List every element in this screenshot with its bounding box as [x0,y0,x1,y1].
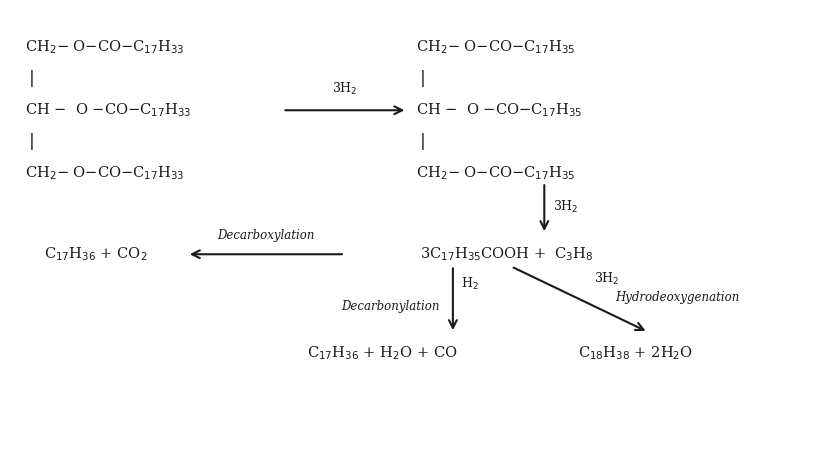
Text: C$_{17}$H$_{36}$ + H$_2$O + CO: C$_{17}$H$_{36}$ + H$_2$O + CO [307,344,458,362]
Text: 3H$_2$: 3H$_2$ [553,199,578,215]
Text: CH$_2$− O−CO−C$_{17}$H$_{33}$: CH$_2$− O−CO−C$_{17}$H$_{33}$ [25,164,184,182]
Text: CH$_2$− O−CO−C$_{17}$H$_{35}$: CH$_2$− O−CO−C$_{17}$H$_{35}$ [416,38,575,56]
Text: Hydrodeoxygenation: Hydrodeoxygenation [615,291,740,303]
Text: CH$_2$− O−CO−C$_{17}$H$_{33}$: CH$_2$− O−CO−C$_{17}$H$_{33}$ [25,38,184,56]
Text: Decarbonylation: Decarbonylation [342,301,440,313]
Text: C$_{18}$H$_{38}$ + 2H$_2$O: C$_{18}$H$_{38}$ + 2H$_2$O [578,344,693,362]
Text: CH −  O −CO−C$_{17}$H$_{33}$: CH − O −CO−C$_{17}$H$_{33}$ [25,101,191,119]
Text: |: | [29,70,35,87]
Text: CH$_2$− O−CO−C$_{17}$H$_{35}$: CH$_2$− O−CO−C$_{17}$H$_{35}$ [416,164,575,182]
Text: C$_{17}$H$_{36}$ + CO$_2$: C$_{17}$H$_{36}$ + CO$_2$ [44,245,147,263]
Text: |: | [420,133,425,150]
Text: 3H$_2$: 3H$_2$ [332,81,357,97]
Text: 3C$_{17}$H$_{35}$COOH +  C$_3$H$_8$: 3C$_{17}$H$_{35}$COOH + C$_3$H$_8$ [420,245,593,263]
Text: |: | [29,133,35,150]
Text: CH −  O −CO−C$_{17}$H$_{35}$: CH − O −CO−C$_{17}$H$_{35}$ [416,101,582,119]
Text: 3H$_2$: 3H$_2$ [594,271,619,287]
Text: |: | [420,70,425,87]
Text: Decarboxylation: Decarboxylation [217,229,315,242]
Text: H$_2$: H$_2$ [461,276,479,292]
